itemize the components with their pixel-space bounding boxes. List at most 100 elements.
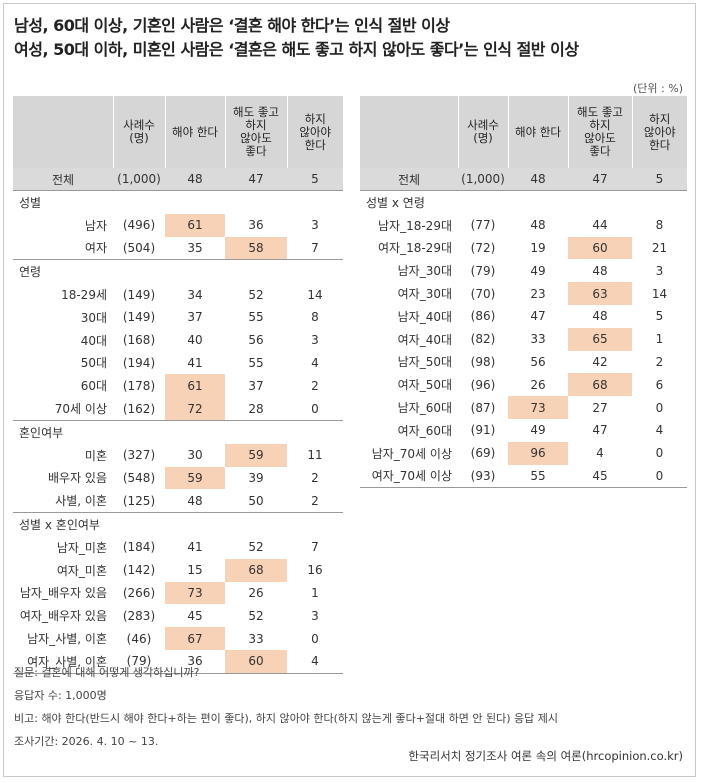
row-label: 40대: [80, 333, 107, 348]
value-cell: 56: [530, 354, 546, 369]
sample-size: (72): [470, 240, 496, 255]
header-either-ok-line: 하지: [589, 118, 611, 132]
table-row: 여자_70세 이상 (93) 55 45 0: [360, 464, 687, 489]
value-cell: 48: [508, 168, 568, 191]
header-should-not-line: 한다: [649, 137, 671, 152]
value-cell: 7: [311, 240, 319, 255]
sample-size: (496): [122, 218, 156, 233]
value-cell: 67: [165, 627, 225, 650]
left-table: 사례수 (명) 해야 한다 해도 좋고 하지 않아도 좋다 하지 않아야 한다 전체 (1,000) 4…: [13, 96, 343, 674]
row-label: 여자_18-29대: [378, 241, 452, 256]
header-must-marry-line: 해야 한다: [515, 124, 561, 139]
value-cell: 61: [165, 374, 225, 398]
value-cell: 36: [248, 218, 264, 233]
row-label: 미혼: [84, 448, 107, 463]
value-cell: 40: [187, 333, 203, 348]
value-cell: 5: [655, 309, 664, 324]
header-sample-size-line: (명): [473, 131, 493, 145]
header-row: 사례수 (명) 해야 한다 해도 좋고 하지 않아도 좋다 하지 않아야 한다: [360, 96, 687, 168]
value-cell: 15: [187, 563, 203, 578]
sample-size: (79): [470, 263, 496, 278]
table-row: 남자_사별, 이혼 (46) 67 33 0: [13, 627, 343, 650]
title-line-1: 남성, 60대 이상, 기혼인 사람은 ‘결혼 해야 한다’는 인식 절반 이상: [14, 16, 450, 35]
row-label: 여자_50대: [397, 378, 452, 393]
value-cell: 48: [592, 263, 608, 278]
table-row: 18-29세 (149) 34 52 14: [13, 283, 343, 306]
value-cell: 8: [655, 218, 664, 233]
row-label: 남자_30대: [397, 264, 452, 279]
value-cell: 60: [225, 649, 287, 674]
sample-size: (1,000): [113, 168, 165, 191]
header-should-not-line: 한다: [304, 137, 326, 152]
value-cell: 37: [248, 378, 264, 393]
value-cell: 73: [508, 396, 568, 419]
sample-size: (93): [458, 464, 508, 489]
sample-size: (283): [122, 608, 156, 623]
row-label: 배우자 있음: [47, 471, 107, 486]
header-must-marry: 해야 한다: [164, 96, 225, 168]
value-cell: 4: [311, 355, 319, 370]
value-cell: 49: [530, 263, 546, 278]
value-cell: 2: [311, 493, 319, 508]
header-sample-size: 사례수 (명): [112, 96, 165, 168]
sample-size: (91): [470, 423, 496, 438]
sample-size: (266): [122, 585, 156, 600]
table-row: 여자 (504) 35 58 7: [13, 236, 343, 260]
value-cell: 45: [187, 608, 203, 623]
sample-size: (327): [122, 448, 156, 463]
footer-question: 질문: 결혼에 대해 어떻게 생각하십니까?: [14, 666, 200, 679]
total-row: 전체 (1,000) 48 47 5: [360, 168, 687, 191]
header-either-ok-line: 좋다: [245, 144, 267, 158]
sample-size: (162): [122, 401, 156, 416]
value-cell: 60: [568, 236, 632, 260]
value-cell: 96: [508, 441, 568, 465]
value-cell: 14: [651, 286, 668, 301]
sample-size: (1,000): [458, 168, 508, 191]
header-either-ok-line: 좋다: [589, 144, 611, 158]
row-label: 여자_30대: [397, 287, 452, 302]
table-row: 남자_50대 (98) 56 42 2: [360, 351, 687, 374]
sample-size: (82): [470, 332, 496, 347]
row-label: 남자_60대: [397, 401, 452, 416]
value-cell: 7: [311, 540, 319, 555]
table-row: 여자_사별, 이혼 (79) 36 60 4: [13, 649, 343, 674]
value-cell: 3: [655, 263, 664, 278]
row-label: 남자_사별, 이혼: [27, 632, 107, 647]
value-cell: 47: [568, 168, 632, 191]
value-cell: 1: [655, 332, 664, 347]
row-label: 전체: [13, 168, 113, 191]
table-row: 남자_70세 이상 (69) 96 4 0: [360, 441, 687, 465]
row-label: 남자_미혼: [56, 540, 107, 555]
value-cell: 55: [248, 310, 264, 325]
source-credit: 한국리서치 정기조사 여론 속의 여론(hrcopinion.co.kr): [408, 749, 683, 763]
value-cell: 65: [568, 327, 632, 351]
value-cell: 2: [311, 378, 319, 393]
value-cell: 52: [248, 287, 264, 302]
value-cell: 63: [568, 282, 632, 305]
value-cell: 36: [165, 649, 225, 674]
header-blank: [360, 96, 458, 168]
value-cell: 27: [592, 400, 608, 415]
table-row: 배우자 있음 (548) 59 39 2: [13, 466, 343, 490]
section-title: 성별: [13, 189, 343, 214]
sample-size: (142): [122, 563, 156, 578]
value-cell: 4: [287, 649, 343, 674]
section-title: 혼인여부: [13, 419, 343, 444]
value-cell: 73: [165, 581, 225, 605]
header-either-ok-line: 해도 좋고: [233, 105, 279, 119]
section-header-row: 성별: [13, 189, 343, 214]
row-label: 여자_60대: [397, 423, 452, 438]
row-label: 여자_미혼: [56, 563, 107, 578]
section-header-row: 혼인여부: [13, 419, 343, 444]
sample-size: (548): [122, 470, 156, 485]
header-either-ok-line: 않아도: [240, 131, 272, 145]
value-cell: 2: [311, 470, 319, 485]
value-cell: 6: [655, 377, 664, 392]
table-row: 여자_18-29대 (72) 19 60 21: [360, 236, 687, 260]
value-cell: 5: [632, 168, 687, 191]
header-must-marry-line: 해야 한다: [172, 124, 218, 139]
value-cell: 59: [225, 443, 287, 467]
row-label: 여자_40대: [397, 332, 452, 347]
table-row: 40대 (168) 40 56 3: [13, 329, 343, 352]
row-label: 여자_70세 이상: [360, 464, 458, 489]
